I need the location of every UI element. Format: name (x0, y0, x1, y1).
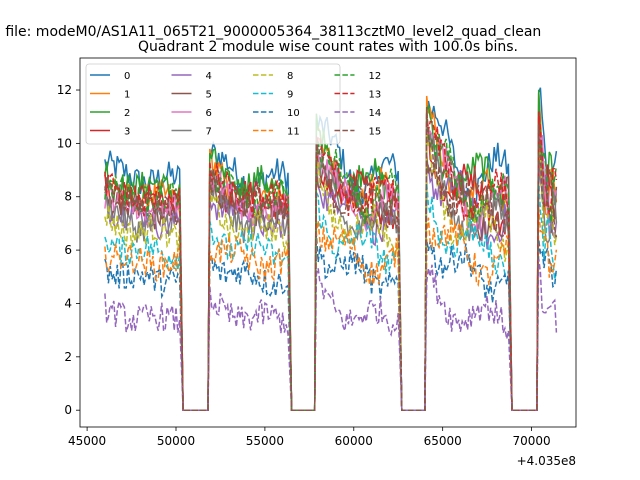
y-tick-label: 2 (64, 350, 72, 364)
plot-area (79, 57, 577, 428)
chart-title: Quadrant 2 module wise count rates with … (138, 39, 518, 55)
legend-frame (85, 63, 341, 145)
legend-label: 5 (206, 90, 212, 101)
x-axis: 45000 50000 55000 60000 65000 70000 (68, 427, 551, 448)
legend-entry: 6 (171, 108, 212, 119)
series-layer (104, 87, 558, 411)
legend-entry: 8 (253, 71, 293, 82)
legend-label: 10 (287, 108, 300, 119)
series-line-15 (104, 107, 558, 411)
x-tick-label: 60000 (335, 434, 373, 448)
legend-entry: 9 (253, 90, 293, 101)
legend-label: 15 (369, 127, 382, 138)
legend-label: 6 (206, 108, 212, 119)
legend-entry: 11 (253, 127, 300, 138)
legend-entry: 0 (90, 71, 130, 82)
legend-entry: 14 (334, 108, 382, 119)
x-tick-label: 50000 (157, 434, 195, 448)
y-tick-label: 0 (64, 403, 72, 417)
legend-label: 2 (124, 108, 130, 119)
legend-label: 8 (287, 71, 293, 82)
legend-label: 4 (206, 71, 212, 82)
legend-entry: 10 (253, 108, 300, 119)
y-tick-label: 6 (64, 243, 72, 257)
axes-frame (79, 57, 577, 428)
legend-entry: 5 (171, 90, 212, 101)
y-tick-label: 8 (64, 190, 72, 204)
legend-entry: 2 (90, 108, 130, 119)
y-tick-label: 12 (57, 83, 72, 97)
series-line-9 (104, 177, 558, 411)
legend-label: 11 (287, 127, 300, 138)
x-tick-label: 55000 (246, 434, 284, 448)
legend-entry: 7 (171, 127, 212, 138)
legend-label: 7 (206, 127, 212, 138)
y-tick-label: 4 (64, 296, 72, 310)
legend-entry: 15 (334, 127, 382, 138)
legend-label: 12 (369, 71, 382, 82)
legend-entry: 3 (90, 127, 130, 138)
legend-entry: 12 (334, 71, 382, 82)
x-tick-label: 70000 (512, 434, 550, 448)
legend-label: 9 (287, 90, 293, 101)
figure-suptitle: n file: modeM0/AS1A11_065T21_9000005364_… (0, 24, 541, 40)
x-tick-label: 65000 (424, 434, 462, 448)
series-line-13 (104, 111, 558, 411)
x-offset-label: +4.035e8 (517, 454, 576, 468)
series-line-11 (104, 207, 558, 411)
legend-entry: 4 (171, 71, 212, 82)
x-tick-label: 45000 (68, 434, 106, 448)
legend-label: 13 (369, 90, 382, 101)
legend-entry: 1 (90, 90, 130, 101)
series-line-14 (104, 258, 558, 411)
legend-label: 14 (369, 108, 382, 119)
y-tick-label: 10 (57, 136, 72, 150)
legend-entry: 13 (334, 90, 382, 101)
legend-label: 0 (124, 71, 130, 82)
legend-label: 3 (124, 127, 130, 138)
legend-label: 1 (124, 90, 130, 101)
y-axis: 0 2 4 6 8 10 12 (57, 83, 80, 417)
